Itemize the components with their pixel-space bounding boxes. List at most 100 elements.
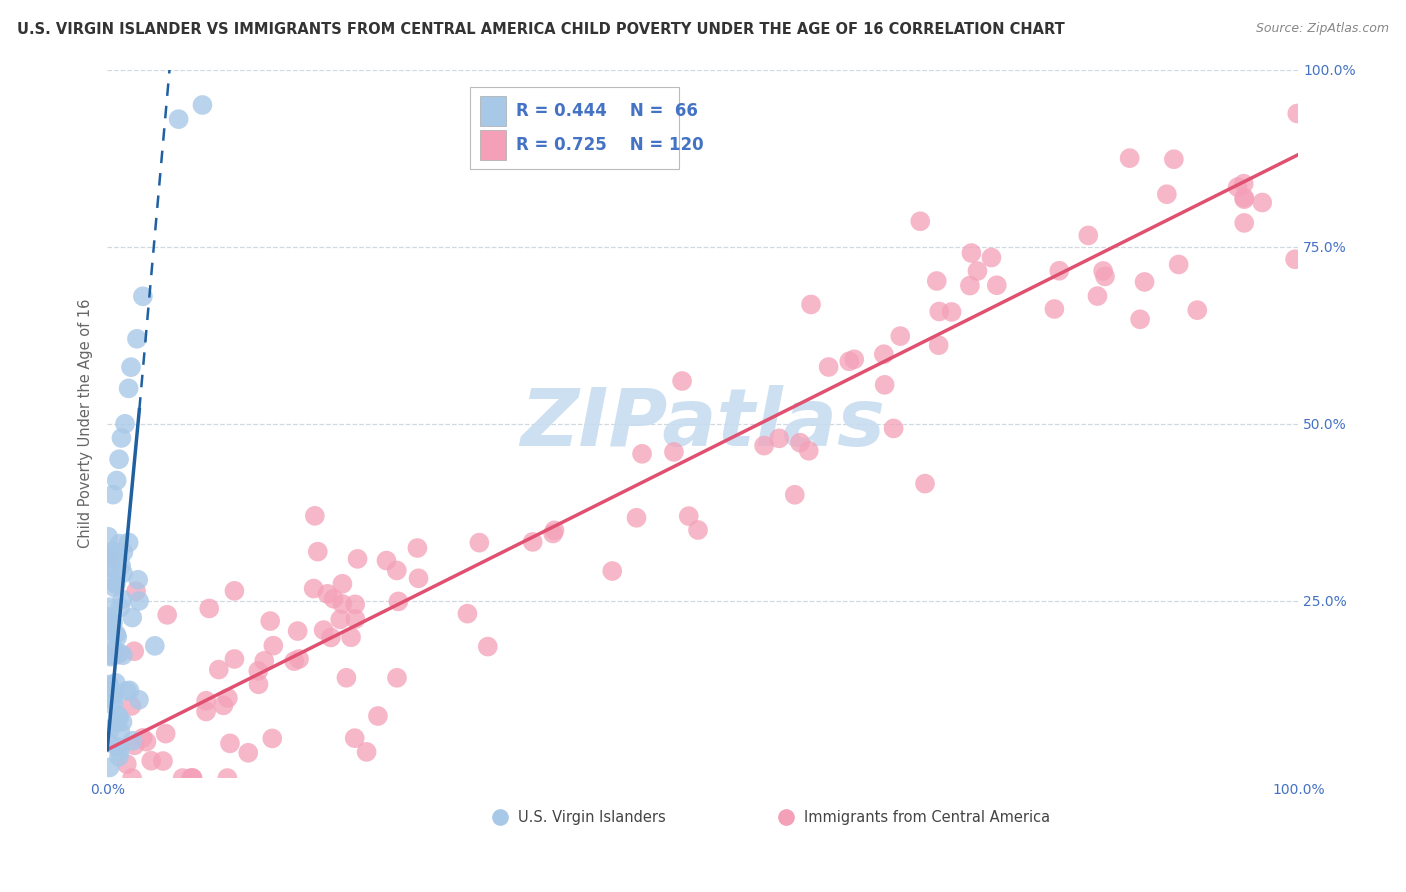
Point (346, 552, 368, 566)
Point (686, 523, 709, 537)
Point (928, 304, 950, 318)
Point (319, 631, 342, 645)
Point (105, 627, 128, 641)
Text: Immigrants from Central America: Immigrants from Central America (804, 810, 1050, 824)
Point (322, 591, 344, 606)
Point (117, 535, 139, 549)
Point (105, 630, 128, 644)
Point (97, 559, 120, 574)
Point (283, 654, 305, 668)
Point (468, 535, 491, 549)
Y-axis label: Child Poverty Under the Age of 16: Child Poverty Under the Age of 16 (79, 299, 93, 549)
Point (986, 278, 1008, 293)
Point (340, 630, 363, 644)
Point (1233, 192, 1256, 206)
Point (768, 431, 790, 445)
Point (304, 508, 326, 523)
Text: R = 0.444    N =  66: R = 0.444 N = 66 (516, 102, 697, 120)
Point (1251, 195, 1274, 210)
Point (115, 757, 138, 772)
Point (110, 431, 132, 445)
Point (1226, 180, 1249, 194)
Point (105, 550, 128, 565)
Point (671, 374, 693, 388)
Point (1233, 216, 1256, 230)
Point (121, 771, 143, 785)
Point (522, 535, 544, 549)
Point (104, 676, 127, 690)
Point (120, 698, 142, 713)
Point (101, 488, 124, 502)
Point (107, 708, 129, 723)
Point (181, 771, 204, 785)
Point (97, 549, 120, 563)
Point (288, 652, 311, 666)
Point (262, 731, 284, 746)
Point (103, 688, 125, 702)
Text: Source: ZipAtlas.com: Source: ZipAtlas.com (1256, 22, 1389, 36)
Point (889, 329, 911, 343)
Point (307, 544, 329, 558)
Point (375, 553, 398, 567)
Text: R = 0.725    N = 120: R = 0.725 N = 120 (516, 136, 703, 154)
Point (259, 614, 281, 628)
Point (98, 560, 121, 574)
Point (1233, 191, 1256, 205)
Point (387, 594, 409, 608)
Point (408, 571, 430, 585)
Point (103, 643, 125, 657)
Point (925, 274, 948, 288)
Point (302, 582, 325, 596)
Point (121, 610, 143, 624)
Point (1187, 303, 1209, 318)
Point (181, 771, 204, 785)
Point (941, 305, 963, 319)
Point (219, 736, 242, 750)
Point (108, 536, 131, 550)
Point (1087, 289, 1109, 303)
Point (141, 754, 163, 768)
Point (104, 545, 127, 559)
Point (1043, 301, 1066, 316)
Point (678, 509, 700, 524)
Point (208, 663, 231, 677)
Point (156, 607, 179, 622)
Point (100, 614, 122, 628)
Point (131, 731, 153, 745)
Point (155, 726, 177, 740)
Point (212, 698, 235, 713)
Point (1284, 252, 1306, 267)
Point (111, 714, 134, 729)
Point (121, 734, 143, 748)
Point (125, 584, 148, 599)
Point (101, 544, 124, 558)
Point (367, 709, 389, 723)
Point (105, 474, 128, 488)
Point (543, 524, 565, 538)
Point (96, 629, 118, 643)
Point (1092, 264, 1115, 278)
Point (98, 736, 121, 750)
Point (98, 677, 121, 691)
Point (97, 530, 120, 544)
Text: U.S. VIRGIN ISLANDER VS IMMIGRANTS FROM CENTRAL AMERICA CHILD POVERTY UNDER THE : U.S. VIRGIN ISLANDER VS IMMIGRANTS FROM … (17, 22, 1064, 37)
Point (959, 278, 981, 293)
Point (135, 734, 157, 748)
Point (105, 648, 128, 662)
Point (96, 648, 118, 662)
Point (114, 417, 136, 431)
FancyBboxPatch shape (479, 130, 506, 161)
Point (287, 624, 309, 638)
Point (312, 623, 335, 637)
Point (180, 771, 202, 785)
Point (966, 264, 988, 278)
Point (120, 360, 142, 375)
Point (132, 289, 155, 303)
Point (108, 452, 131, 467)
Point (101, 698, 124, 712)
Point (111, 648, 134, 663)
Point (128, 693, 150, 707)
Point (456, 607, 478, 621)
Point (238, 746, 260, 760)
Point (631, 447, 654, 461)
